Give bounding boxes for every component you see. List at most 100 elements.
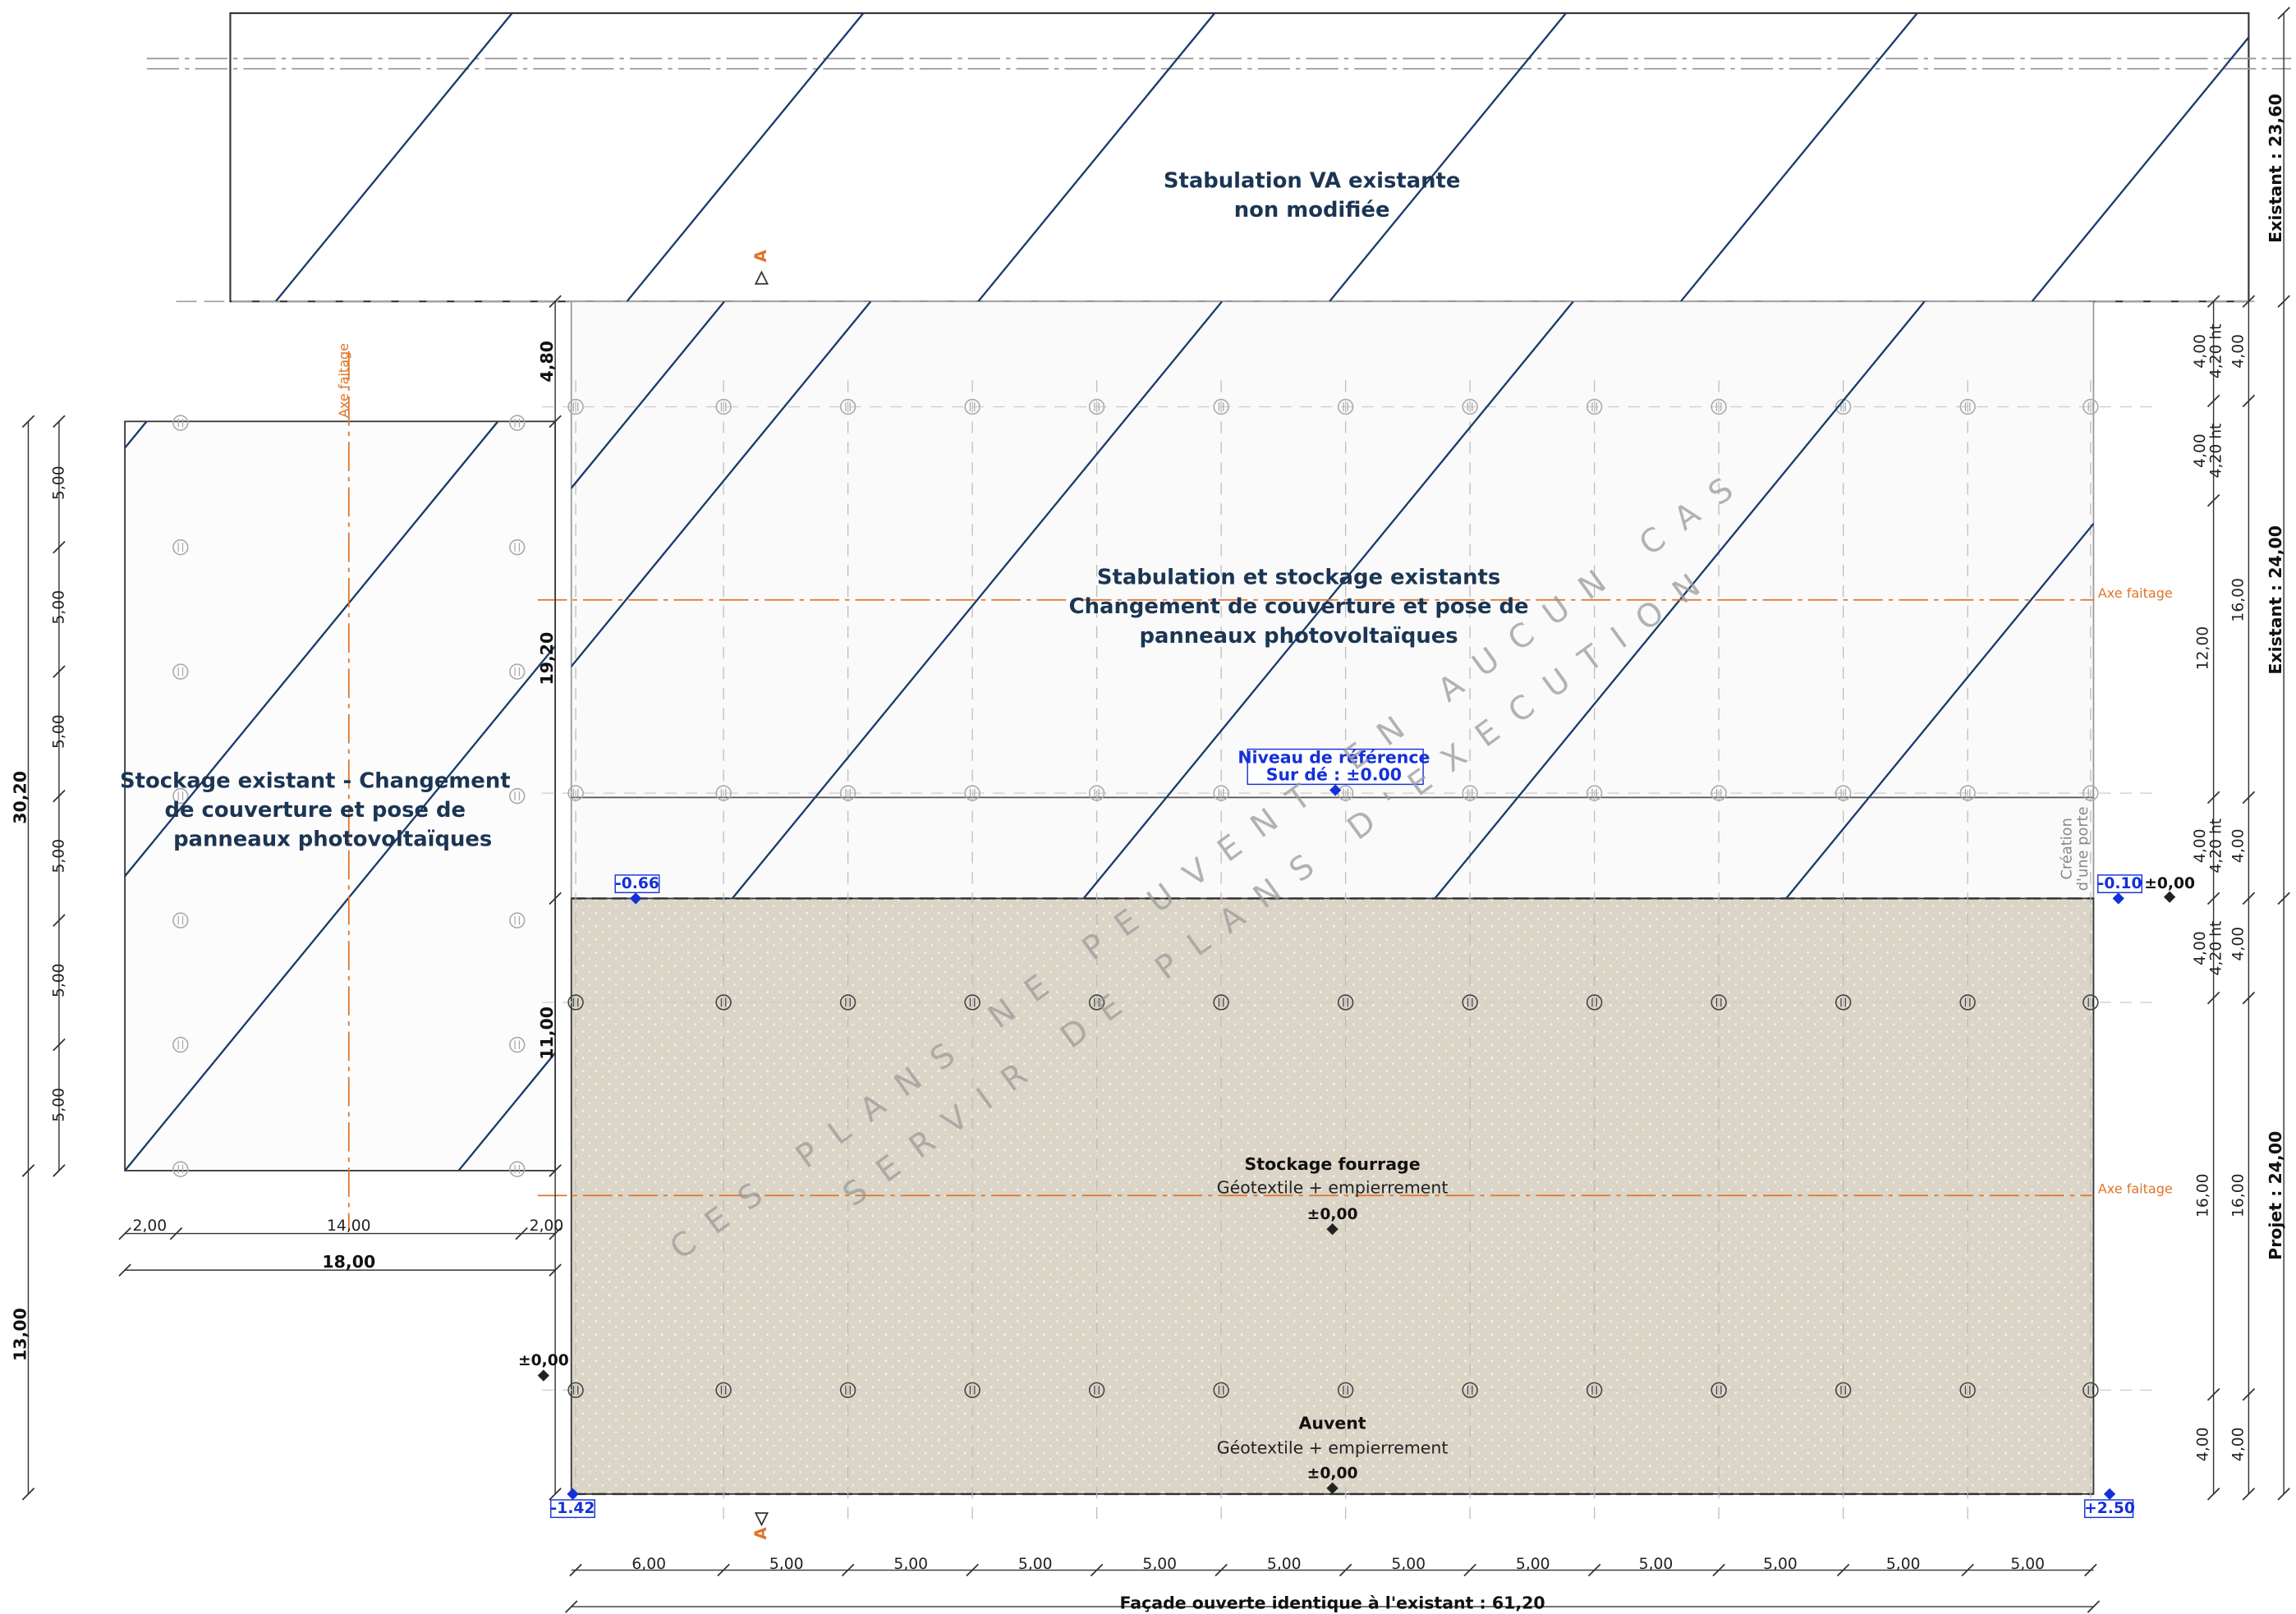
label: ±0,00 xyxy=(1307,1465,1358,1482)
column xyxy=(2082,1382,2099,1399)
label: 4,00 xyxy=(2229,927,2247,961)
column xyxy=(172,912,189,929)
column xyxy=(1337,994,1354,1011)
label: 5,00 xyxy=(1516,1556,1550,1573)
column xyxy=(715,398,732,415)
dim-tick xyxy=(717,1563,730,1577)
label: 12,00 xyxy=(2195,626,2212,671)
column xyxy=(1959,994,1976,1011)
label: 5,00 xyxy=(50,465,67,500)
label: Axe faitage xyxy=(2098,585,2173,601)
dim-tick xyxy=(2206,1387,2220,1401)
column xyxy=(509,1161,526,1177)
level-box xyxy=(2097,874,2142,893)
label: 4,00 xyxy=(2192,931,2209,965)
dim-tick xyxy=(53,1164,66,1177)
label: 16,00 xyxy=(2195,1173,2212,1217)
column xyxy=(172,1161,189,1177)
label: Changement de couverture et pose de xyxy=(1069,594,1529,619)
column xyxy=(509,787,526,805)
label: 4,00 xyxy=(2192,828,2209,863)
column xyxy=(964,994,980,1011)
column xyxy=(1586,994,1603,1011)
hatch xyxy=(274,13,2249,302)
hatch-line xyxy=(731,301,1224,899)
dim-tick xyxy=(841,1563,855,1577)
label: 5,00 xyxy=(50,839,67,873)
dim-tick xyxy=(1587,1563,1601,1577)
dim-tick xyxy=(21,1164,35,1177)
column xyxy=(509,663,526,680)
label: 13,00 xyxy=(11,1308,30,1361)
dim-tick xyxy=(549,892,562,906)
label: Stabulation VA existante xyxy=(1164,169,1461,194)
section-marker xyxy=(754,270,769,285)
column xyxy=(715,994,732,1011)
dim-tick xyxy=(53,665,66,678)
label: 5,00 xyxy=(50,714,67,749)
column xyxy=(509,415,526,431)
column xyxy=(509,912,526,929)
dim-tick xyxy=(2206,295,2220,308)
dim-tick xyxy=(549,1263,562,1277)
dim-tick xyxy=(1339,1563,1352,1577)
column xyxy=(172,1036,189,1053)
dim-tick xyxy=(2242,991,2256,1005)
dim-tick xyxy=(2242,892,2256,906)
label: 4,00 xyxy=(2229,828,2247,863)
column xyxy=(172,663,189,680)
label: 16,00 xyxy=(2229,578,2247,622)
label: 5,00 xyxy=(1018,1556,1053,1573)
column xyxy=(509,1036,526,1053)
label: 4,00 xyxy=(2192,433,2209,468)
dim-tick xyxy=(1463,1563,1476,1577)
label: d'une porte xyxy=(2074,806,2092,891)
column xyxy=(1213,398,1229,415)
left-storage xyxy=(124,420,557,1172)
column xyxy=(1586,398,1603,415)
label: +2.50 xyxy=(2084,1500,2135,1517)
level-marker xyxy=(1326,1223,1339,1236)
dim-tick xyxy=(2277,7,2290,20)
label: Façade ouverte identique à l'existant : … xyxy=(1120,1593,1545,1613)
label: Géotextile + empierrement xyxy=(1217,1177,1449,1197)
section-marker xyxy=(754,1512,769,1527)
column xyxy=(1337,1382,1354,1399)
hatch-line xyxy=(1679,13,1919,302)
hatch-line xyxy=(571,301,725,490)
dim-tick xyxy=(53,789,66,803)
label: ±0,00 xyxy=(1307,1206,1358,1223)
label: A xyxy=(751,250,770,263)
dim-tick xyxy=(1961,1563,1974,1577)
hatch-line xyxy=(626,13,865,302)
level-marker xyxy=(1326,1482,1339,1494)
column xyxy=(1337,398,1354,415)
hatch-line xyxy=(274,13,514,302)
label: 5,00 xyxy=(50,963,67,997)
level-marker xyxy=(2103,1488,2116,1500)
column xyxy=(567,994,584,1011)
column xyxy=(1711,785,1727,801)
hatch-line xyxy=(977,13,1216,302)
label: 2,00 xyxy=(133,1217,168,1235)
dim-tick xyxy=(549,1227,562,1240)
dim-tick xyxy=(2242,1488,2256,1501)
label: 5,00 xyxy=(1886,1556,1921,1573)
label: 5,00 xyxy=(50,590,67,625)
label: Existant : 24,00 xyxy=(2266,525,2285,675)
label: A xyxy=(751,1527,770,1540)
level-marker xyxy=(537,1369,549,1382)
label: 5,00 xyxy=(50,1088,67,1122)
level-marker xyxy=(1329,784,1342,796)
column xyxy=(567,398,584,415)
label: Sur dé : ±0.00 xyxy=(1266,765,1402,785)
column xyxy=(2082,785,2099,801)
column xyxy=(2082,398,2099,415)
dim-tick xyxy=(564,1600,578,1613)
label: Auvent xyxy=(1299,1413,1366,1433)
dim-tick xyxy=(1090,1563,1104,1577)
dim-tick xyxy=(53,914,66,927)
column xyxy=(1462,398,1478,415)
column xyxy=(172,787,189,805)
column xyxy=(964,398,980,415)
